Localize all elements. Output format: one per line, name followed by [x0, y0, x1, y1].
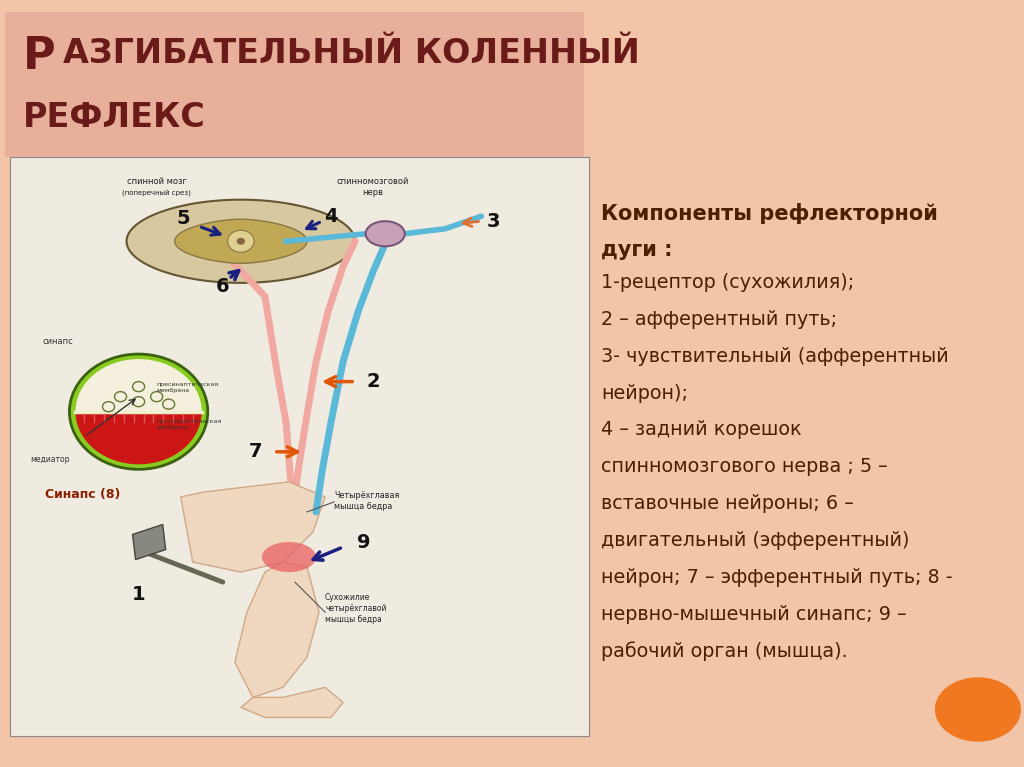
- Text: Компоненты рефлекторной: Компоненты рефлекторной: [601, 203, 938, 224]
- Text: 4: 4: [325, 207, 338, 225]
- Text: пресинаптическая
мембрана: пресинаптическая мембрана: [157, 382, 219, 393]
- Text: двигательный (эфферентный): двигательный (эфферентный): [601, 531, 909, 550]
- Text: рабочий орган (мышца).: рабочий орган (мышца).: [601, 641, 848, 661]
- FancyBboxPatch shape: [5, 12, 584, 157]
- Text: 2 – афферентный путь;: 2 – афферентный путь;: [601, 310, 838, 329]
- Text: спинной мозг: спинной мозг: [127, 176, 186, 186]
- FancyBboxPatch shape: [10, 157, 589, 736]
- Text: 4 – задний корешок: 4 – задний корешок: [601, 420, 802, 439]
- Circle shape: [935, 677, 1021, 742]
- Text: синапс: синапс: [42, 337, 73, 346]
- Polygon shape: [175, 219, 307, 263]
- Text: Синапс (8): Синапс (8): [45, 488, 121, 501]
- Text: 7: 7: [249, 443, 262, 461]
- Polygon shape: [241, 687, 343, 717]
- Text: Р: Р: [23, 35, 55, 77]
- Ellipse shape: [262, 542, 316, 572]
- Text: РЕФЛЕКС: РЕФЛЕКС: [23, 101, 206, 134]
- Text: 1: 1: [132, 585, 145, 604]
- Text: (поперечный срез): (поперечный срез): [122, 189, 191, 196]
- Circle shape: [70, 354, 208, 469]
- Text: нервно-мышечный синапс; 9 –: нервно-мышечный синапс; 9 –: [601, 604, 906, 624]
- Text: 5: 5: [177, 209, 190, 229]
- Text: нейрон);: нейрон);: [601, 384, 688, 403]
- Text: медиатор: медиатор: [31, 455, 70, 464]
- Text: нейрон; 7 – эфферентный путь; 8 -: нейрон; 7 – эфферентный путь; 8 -: [601, 568, 952, 587]
- Text: 3- чувствительный (афферентный: 3- чувствительный (афферентный: [601, 347, 949, 366]
- Polygon shape: [227, 230, 254, 252]
- Text: спинномозговой: спинномозговой: [337, 176, 410, 186]
- Text: 3: 3: [486, 212, 500, 231]
- Text: АЗГИБАТЕЛЬНЫЙ КОЛЕННЫЙ: АЗГИБАТЕЛЬНЫЙ КОЛЕННЫЙ: [63, 37, 640, 70]
- Polygon shape: [127, 199, 355, 283]
- Text: 2: 2: [367, 372, 380, 391]
- Text: 6: 6: [216, 277, 229, 296]
- Text: постсинаптическая
мембрана: постсинаптическая мембрана: [157, 420, 222, 430]
- Circle shape: [237, 238, 245, 245]
- Ellipse shape: [366, 221, 404, 246]
- Polygon shape: [234, 562, 319, 697]
- Text: нерв: нерв: [362, 188, 384, 197]
- Text: вставочные нейроны; 6 –: вставочные нейроны; 6 –: [601, 494, 854, 513]
- Text: дуги :: дуги :: [601, 240, 673, 260]
- Text: Сухожилие
четырёхглавой
мышцы бедра: Сухожилие четырёхглавой мышцы бедра: [325, 593, 386, 624]
- Polygon shape: [180, 482, 325, 572]
- Text: Четырёхглавая
мышца бедра: Четырёхглавая мышца бедра: [334, 492, 399, 512]
- Text: 1-рецептор (сухожилия);: 1-рецептор (сухожилия);: [601, 273, 854, 292]
- Text: 9: 9: [357, 532, 371, 551]
- Text: спинномозгового нерва ; 5 –: спинномозгового нерва ; 5 –: [601, 457, 888, 476]
- Wedge shape: [76, 412, 202, 464]
- Polygon shape: [132, 525, 166, 560]
- Wedge shape: [76, 359, 202, 412]
